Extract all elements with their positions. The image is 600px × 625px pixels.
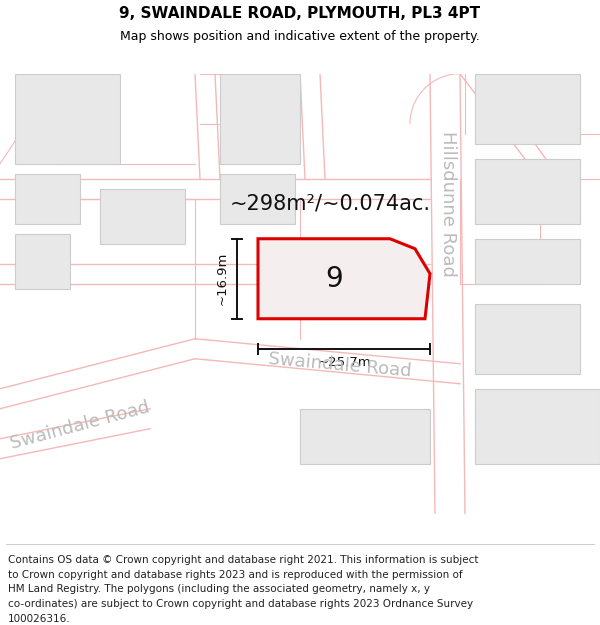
Text: Map shows position and indicative extent of the property.: Map shows position and indicative extent… [120, 30, 480, 43]
Text: 9, SWAINDALE ROAD, PLYMOUTH, PL3 4PT: 9, SWAINDALE ROAD, PLYMOUTH, PL3 4PT [119, 6, 481, 21]
Text: ~16.9m: ~16.9m [215, 252, 229, 306]
Polygon shape [220, 74, 300, 164]
Text: ~25.7m: ~25.7m [317, 356, 371, 369]
Polygon shape [300, 409, 430, 464]
Text: HM Land Registry. The polygons (including the associated geometry, namely x, y: HM Land Registry. The polygons (includin… [8, 584, 430, 594]
Text: Swaindale Road: Swaindale Road [8, 399, 152, 453]
Text: co-ordinates) are subject to Crown copyright and database rights 2023 Ordnance S: co-ordinates) are subject to Crown copyr… [8, 599, 473, 609]
Text: to Crown copyright and database rights 2023 and is reproduced with the permissio: to Crown copyright and database rights 2… [8, 570, 463, 580]
Text: Hillsdunne Road: Hillsdunne Road [439, 131, 457, 277]
Polygon shape [475, 239, 580, 284]
Text: Swaindale Road: Swaindale Road [268, 351, 412, 381]
Polygon shape [220, 174, 295, 224]
Polygon shape [258, 239, 430, 319]
Text: 9: 9 [325, 265, 343, 292]
Text: Contains OS data © Crown copyright and database right 2021. This information is : Contains OS data © Crown copyright and d… [8, 555, 478, 565]
Polygon shape [15, 234, 70, 289]
Polygon shape [15, 74, 120, 164]
Text: ~298m²/~0.074ac.: ~298m²/~0.074ac. [229, 194, 431, 214]
Polygon shape [475, 159, 580, 224]
Polygon shape [100, 189, 185, 244]
Text: 100026316.: 100026316. [8, 614, 70, 624]
Polygon shape [475, 74, 580, 144]
Polygon shape [475, 389, 600, 464]
Polygon shape [475, 304, 580, 374]
Polygon shape [15, 174, 80, 224]
